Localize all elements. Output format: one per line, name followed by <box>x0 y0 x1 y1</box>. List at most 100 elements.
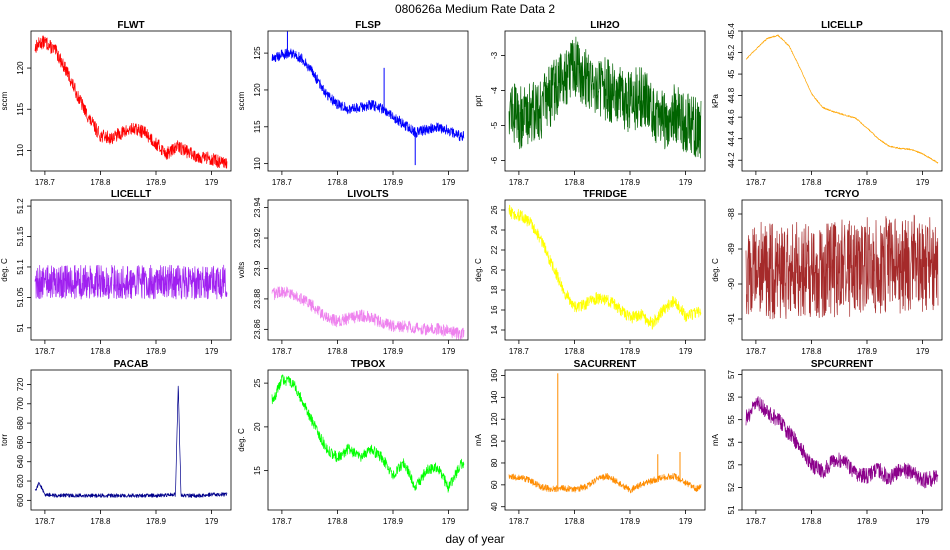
y-axis-label-licellp: kPa <box>711 94 720 108</box>
plot-frame-sacurrent <box>504 369 706 511</box>
x-tick-label-flsp: 178.9 <box>383 178 404 187</box>
y-tick-label-tcryo: -89 <box>727 243 736 255</box>
y-tick-label-sacurrent: 140 <box>490 390 499 404</box>
panel-pacab: PACAB torr 178.7 178.8 178.9 179 600 620 640 660 6… <box>0 359 232 526</box>
y-tick-label-tfridge: 16 <box>490 305 499 314</box>
series-line-licellp <box>745 34 939 164</box>
y-tick-label-licellp: 45 <box>727 69 736 78</box>
x-tick-label-tcryo: 178.9 <box>857 347 878 356</box>
y-axis-label-sacurrent: mA <box>474 433 483 446</box>
y-tick-label-pacab: 620 <box>16 474 25 488</box>
panel-tfridge: TFRIDGE deg. C 178.7 178.8 178.9 179 14 16 18 20 2… <box>474 189 706 356</box>
x-tick-label-tfridge: 179 <box>679 347 693 356</box>
y-tick-label-licellp: 44.6 <box>727 109 736 125</box>
y-axis-label-tpbox: deg. C <box>237 428 246 452</box>
x-tick-label-flsp: 178.7 <box>272 178 293 187</box>
x-tick-label-tcryo: 178.8 <box>801 347 822 356</box>
series-line-tpbox <box>271 374 465 493</box>
x-tick-label-sacurrent: 178.9 <box>620 517 641 526</box>
y-tick-label-tfridge: 20 <box>490 265 499 274</box>
series-line-flsp <box>271 48 465 142</box>
y-axis-label-livolts: volts <box>237 262 246 278</box>
x-tick-label-pacab: 178.7 <box>35 517 56 526</box>
y-tick-label-pacab: 700 <box>16 397 25 411</box>
x-tick-label-livolts: 178.9 <box>383 347 404 356</box>
figure-xlabel: day of year <box>445 532 504 546</box>
y-tick-label-tpbox: 20 <box>253 422 262 431</box>
y-tick-label-livolts: 23.92 <box>253 227 262 248</box>
series-line-tcryo <box>745 214 939 320</box>
x-tick-label-flwt: 178.9 <box>146 178 167 187</box>
y-axis-label-lih2o: ppt <box>474 95 483 107</box>
y-tick-label-tfridge: 18 <box>490 285 499 294</box>
plot-frame-tpbox <box>267 369 469 511</box>
y-tick-label-flsp: 125 <box>253 46 262 60</box>
y-tick-label-spcurrent: 51 <box>727 505 736 514</box>
y-tick-label-tpbox: 25 <box>253 378 262 387</box>
y-axis-label-pacab: torr <box>0 434 9 446</box>
panel-title-tpbox: TPBOX <box>351 359 386 370</box>
x-tick-label-tpbox: 178.9 <box>383 517 404 526</box>
y-tick-label-licellt: 51.05 <box>16 287 25 308</box>
y-tick-label-tfridge: 24 <box>490 225 499 234</box>
panel-title-licellt: LICELLT <box>111 189 151 200</box>
y-tick-label-licellp: 44.8 <box>727 87 736 103</box>
y-tick-label-pacab: 680 <box>16 416 25 430</box>
y-tick-label-sacurrent: 80 <box>490 458 499 467</box>
x-tick-label-lih2o: 178.7 <box>509 178 530 187</box>
y-tick-label-pacab: 660 <box>16 435 25 449</box>
x-tick-label-lih2o: 178.9 <box>620 178 641 187</box>
panel-sacurrent: SACURRENT mA 178.7 178.8 178.9 179 40 60 80 100 12… <box>474 359 706 526</box>
y-tick-label-pacab: 600 <box>16 493 25 507</box>
y-tick-label-spcurrent: 56 <box>727 392 736 401</box>
x-tick-label-flwt: 178.7 <box>35 178 56 187</box>
x-tick-label-tpbox: 178.7 <box>272 517 293 526</box>
y-tick-label-flsp: 110 <box>253 157 262 170</box>
x-tick-label-flsp: 178.8 <box>327 178 348 187</box>
plot-frame-pacab <box>30 369 232 511</box>
y-axis-label-flsp: sccm <box>237 91 246 110</box>
x-tick-label-tpbox: 179 <box>442 517 456 526</box>
series-line-spcurrent <box>745 396 939 489</box>
panel-spcurrent: SPCURRENT mA 178.7 178.8 178.9 179 51 52 53 54 55 5… <box>711 359 943 526</box>
x-tick-label-licellt: 178.8 <box>90 347 111 356</box>
x-tick-label-pacab: 178.9 <box>146 517 167 526</box>
x-tick-label-livolts: 178.8 <box>327 347 348 356</box>
x-tick-label-spcurrent: 178.7 <box>746 517 767 526</box>
y-tick-label-tcryo: -91 <box>727 313 736 325</box>
x-tick-label-licellp: 178.8 <box>801 178 822 187</box>
figure-title: 080626a Medium Rate Data 2 <box>395 2 555 16</box>
y-tick-label-lih2o: -4 <box>490 86 499 94</box>
y-tick-label-flsp: 120 <box>253 83 262 97</box>
x-tick-label-sacurrent: 179 <box>679 517 693 526</box>
x-tick-label-licellt: 179 <box>205 347 219 356</box>
panel-title-sacurrent: SACURRENT <box>574 359 637 370</box>
x-tick-label-spcurrent: 178.8 <box>801 517 822 526</box>
plot-frame-licellt <box>30 199 232 341</box>
y-tick-label-flwt: 115 <box>16 102 25 115</box>
panel-livolts: LIVOLTS volts 178.7 178.8 178.9 179 23.86 23.88… <box>237 189 469 356</box>
y-tick-label-licellp: 45.2 <box>727 44 736 60</box>
y-tick-label-tpbox: 15 <box>253 466 262 475</box>
x-tick-label-flwt: 178.8 <box>90 178 111 187</box>
y-tick-label-flwt: 120 <box>16 61 25 75</box>
y-axis-label-flwt: sccm <box>0 91 9 110</box>
panel-lih2o: LIH2O ppt 178.7 178.8 178.9 179 -6 -5 -4 -3 <box>474 20 706 187</box>
y-tick-label-licellt: 51.2 <box>16 198 25 214</box>
y-tick-label-sacurrent: 160 <box>490 368 499 382</box>
y-tick-label-licellt: 51.1 <box>16 259 25 275</box>
x-tick-label-licellt: 178.9 <box>146 347 167 356</box>
x-tick-label-pacab: 179 <box>205 517 219 526</box>
panel-title-licellp: LICELLP <box>821 20 863 31</box>
y-tick-label-livolts: 23.88 <box>253 288 262 309</box>
x-tick-label-licellp: 179 <box>916 178 930 187</box>
y-axis-label-licellt: deg. C <box>0 258 9 282</box>
y-tick-label-flsp: 115 <box>253 120 262 133</box>
y-tick-label-livolts: 23.86 <box>253 319 262 340</box>
y-tick-label-tfridge: 22 <box>490 245 499 254</box>
x-tick-label-pacab: 178.8 <box>90 517 111 526</box>
y-tick-label-pacab: 640 <box>16 455 25 469</box>
x-tick-label-tcryo: 179 <box>916 347 930 356</box>
x-tick-label-licellt: 178.7 <box>35 347 56 356</box>
